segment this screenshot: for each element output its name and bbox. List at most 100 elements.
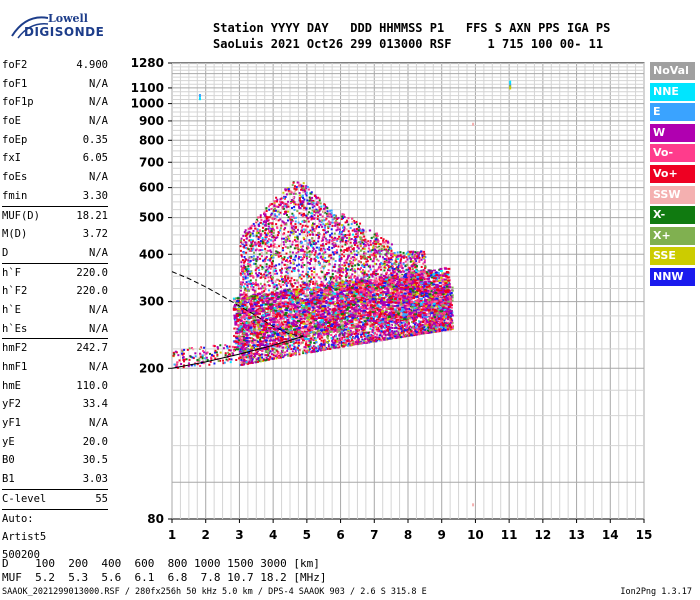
trace-point xyxy=(365,341,368,344)
trace-point xyxy=(414,257,417,260)
trace-point xyxy=(284,188,287,191)
trace-point xyxy=(271,260,274,263)
trace-point xyxy=(409,251,412,254)
trace-point xyxy=(239,285,242,288)
trace-point xyxy=(336,345,339,348)
logo-arc-icon xyxy=(11,16,48,39)
trace-point xyxy=(288,234,291,237)
trace-point xyxy=(355,253,358,256)
trace-point xyxy=(328,239,331,242)
trace-point xyxy=(394,271,397,274)
trace-point xyxy=(339,238,342,241)
trace-point xyxy=(359,238,362,241)
trace-point xyxy=(248,227,251,230)
trace-point xyxy=(323,277,326,280)
trace-point xyxy=(428,286,431,289)
trace-point xyxy=(418,322,421,325)
trace-point xyxy=(270,278,273,281)
trace-point xyxy=(316,282,319,285)
trace-point xyxy=(345,268,348,271)
trace-point xyxy=(265,356,268,359)
trace-point xyxy=(269,259,272,262)
trace-point xyxy=(324,273,327,276)
trace-point xyxy=(253,289,256,292)
trace-point xyxy=(290,224,293,227)
trace-point xyxy=(297,314,300,317)
trace-point xyxy=(338,235,341,238)
trace-point xyxy=(418,308,421,311)
trace-point xyxy=(326,337,329,340)
trace-point xyxy=(278,203,281,206)
trace-point xyxy=(279,218,282,221)
trace-point xyxy=(287,230,290,233)
trace-point xyxy=(318,285,321,288)
trace-point xyxy=(353,275,356,278)
trace-point xyxy=(366,311,369,314)
trace-point xyxy=(450,315,453,318)
trace-point xyxy=(319,267,322,270)
trace-point xyxy=(252,286,255,289)
trace-point xyxy=(245,244,248,247)
trace-point xyxy=(300,266,303,269)
trace-point xyxy=(370,250,373,253)
trace-point xyxy=(369,336,372,339)
trace-point xyxy=(389,324,392,327)
trace-point xyxy=(287,210,290,213)
trace-point xyxy=(245,281,248,284)
trace-point xyxy=(419,274,422,277)
trace-point xyxy=(360,335,363,338)
trace-point xyxy=(422,332,425,335)
trace-point xyxy=(275,246,278,249)
trace-point xyxy=(315,280,318,283)
trace-point xyxy=(384,324,387,327)
trace-point xyxy=(254,269,257,272)
trace-point xyxy=(386,295,389,298)
trace-point xyxy=(411,253,414,256)
trace-point xyxy=(318,252,321,255)
trace-point xyxy=(398,269,401,272)
trace-point xyxy=(296,315,299,318)
trace-point xyxy=(249,232,252,235)
trace-point xyxy=(330,209,333,212)
trace-point xyxy=(265,222,268,225)
param-value: N/A xyxy=(89,171,108,184)
trace-point xyxy=(293,247,296,250)
trace-point xyxy=(243,329,246,332)
trace-point xyxy=(373,269,376,272)
trace-point xyxy=(293,202,296,205)
trace-point xyxy=(377,267,380,270)
trace-point xyxy=(268,231,271,234)
trace-point xyxy=(362,243,365,246)
trace-point xyxy=(258,272,261,275)
trace-point xyxy=(413,260,416,263)
trace-point xyxy=(319,288,322,291)
trace-point xyxy=(360,240,363,243)
trace-point xyxy=(357,340,360,343)
trace-point xyxy=(381,335,384,338)
trace-point xyxy=(413,323,416,326)
trace-point xyxy=(353,243,356,246)
trace-point xyxy=(244,287,247,290)
trace-point xyxy=(306,231,309,234)
trace-point xyxy=(296,312,299,315)
trace-point xyxy=(297,205,300,208)
trace-point xyxy=(254,281,257,284)
trace-point xyxy=(283,354,286,357)
trace-point xyxy=(432,300,435,303)
trace-point xyxy=(301,266,304,269)
trace-point xyxy=(243,251,246,254)
trace-point xyxy=(268,338,271,341)
trace-point xyxy=(384,242,387,245)
trace-point xyxy=(284,189,287,192)
trace-point xyxy=(340,256,343,259)
trace-point xyxy=(250,348,253,351)
trace-point xyxy=(267,223,270,226)
trace-point xyxy=(351,340,354,343)
trace-point xyxy=(362,230,365,233)
trace-point xyxy=(277,210,280,213)
param-separator xyxy=(2,338,108,340)
trace-point xyxy=(386,277,389,280)
trace-point xyxy=(272,244,275,247)
trace-point xyxy=(298,305,301,308)
trace-point xyxy=(287,189,290,192)
